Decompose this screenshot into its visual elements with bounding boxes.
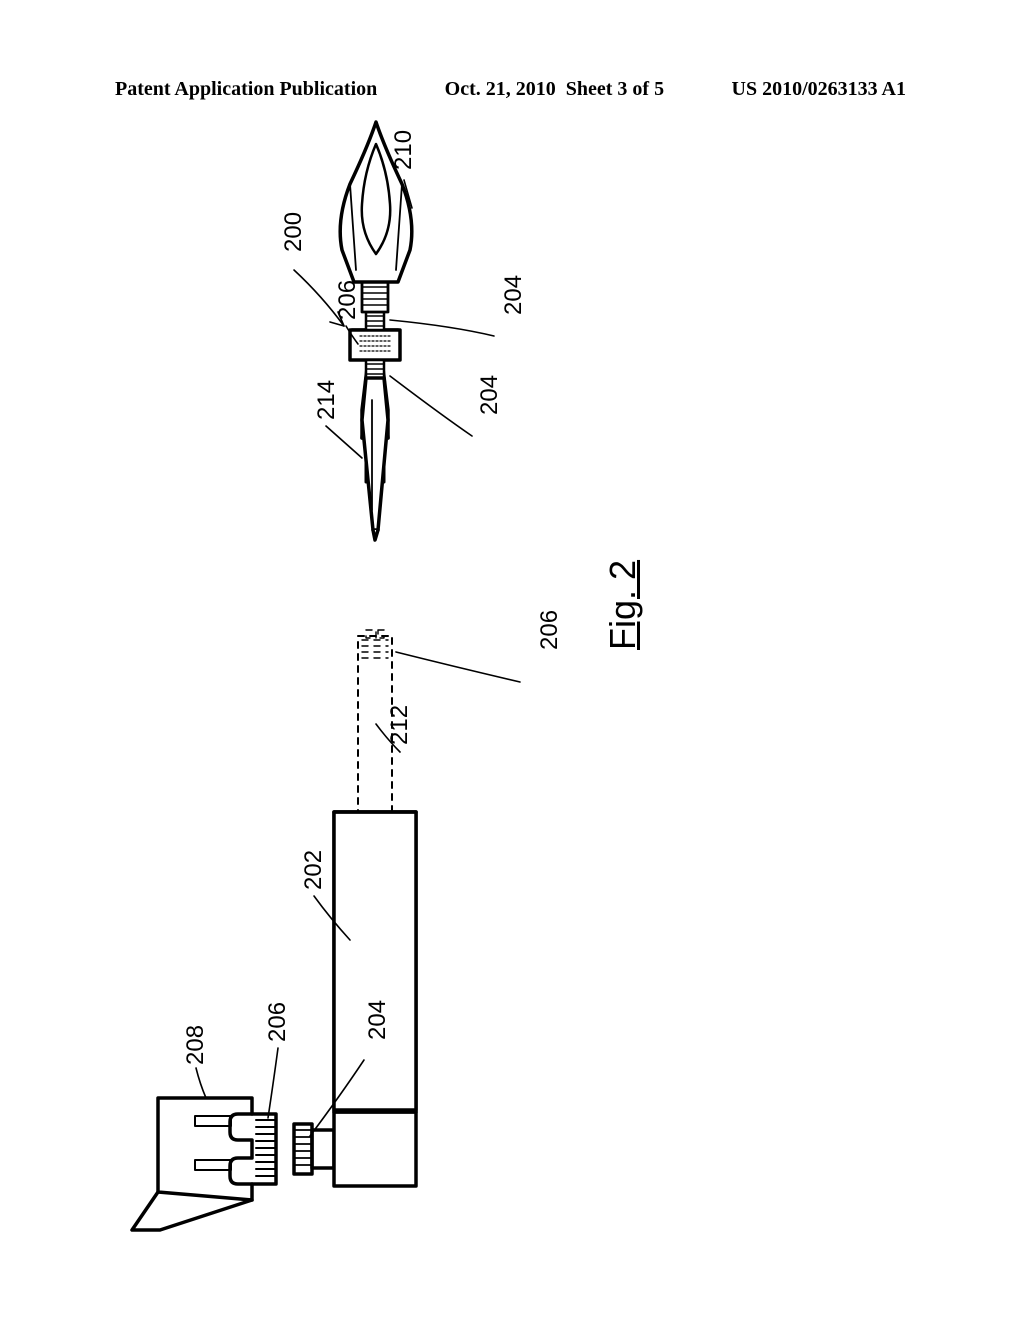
ref-label: 204 [500,275,528,315]
ref-label: 212 [386,705,414,745]
figure-caption: Fig. 2 [602,560,644,650]
ref-label: 200 [280,212,308,252]
ref-label: 214 [313,380,341,420]
ref-label: 206 [536,610,564,650]
figure-svg [0,0,1024,1320]
ref-label: 206 [334,280,362,320]
figure-2: 200 208 206 204 202 212 206 214 204 206 204 210 Fig… [0,0,1024,1320]
hammer-head-shape [132,1098,276,1230]
ref-label: 204 [364,1000,392,1040]
ref-label: 210 [390,130,418,170]
ref-label: 204 [476,375,504,415]
small-blade-clean [350,312,400,540]
ref-label: 208 [182,1025,210,1065]
ref-label: 202 [300,850,328,890]
ref-label: 206 [264,1002,292,1042]
